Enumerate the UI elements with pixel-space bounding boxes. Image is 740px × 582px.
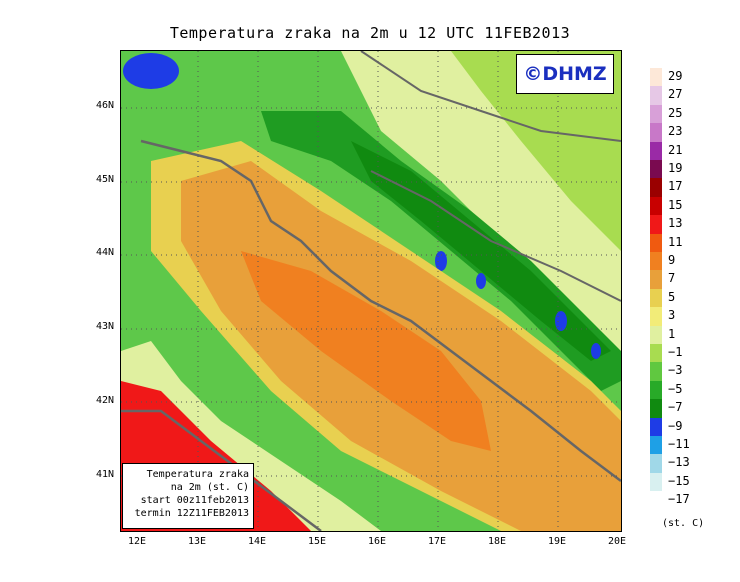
legend-label: −7 [668,400,683,415]
lon-label-19e: 19E [547,536,567,547]
legend-label: −11 [668,437,690,451]
legend-label: −13 [668,455,690,470]
lon-label-17e: 17E [427,536,447,547]
legend-label: −9 [668,418,683,433]
info-line-3: start 00z11feb2013 [140,495,249,506]
legend-label: 5 [668,289,676,304]
legend-swatch [650,104,662,124]
info-line-4: termin 12Z11FEB2013 [134,508,249,519]
legend-swatch [650,178,662,197]
lon-label-14e: 14E [247,536,267,547]
lon-label-15e: 15E [307,536,327,547]
legend-swatch [650,123,662,142]
legend-swatch [650,325,662,344]
legend-label: −17 [668,492,690,507]
legend-swatch [650,141,662,160]
info-box: Temperatura zraka na 2m (st. C) start 00… [122,463,254,529]
lon-label-16e: 16E [367,536,387,547]
lat-label-43n: 43N [95,321,114,332]
lat-label-45n: 45N [95,174,114,185]
legend-swatch [650,344,662,363]
legend-swatch [650,491,662,510]
legend-label: −3 [668,363,683,378]
lon-label-20e: 20E [607,536,627,547]
legend-label: 1 [668,326,676,341]
legend-swatch [650,86,662,105]
legend-swatch [650,160,662,179]
legend-swatch [650,196,662,216]
map-title: Temperatura zraka na 2m u 12 UTC 11FEB20… [169,24,571,42]
legend-label: 13 [668,216,683,231]
temperature-field [121,51,621,531]
legend-swatch [650,454,662,473]
temperature-map [120,50,622,532]
lon-label-18e: 18E [487,536,507,547]
legend-label: 15 [668,197,683,212]
legend-swatch [650,307,662,326]
legend-label: 27 [668,87,683,102]
legend-label: 23 [668,124,683,139]
lat-label-42n: 42N [95,395,114,406]
legend-swatch [650,215,662,234]
legend-swatch [650,436,662,455]
legend-swatch [650,399,662,418]
legend-swatch [650,233,662,252]
legend-swatch [650,472,662,492]
legend-label: 21 [668,142,683,157]
info-line-2: na 2m (st. C) [170,482,249,493]
info-line-1: Temperatura zraka [146,469,249,480]
legend-swatch [650,270,662,289]
legend-swatch [650,362,662,381]
legend-swatch [650,417,662,436]
legend-swatch [650,288,662,308]
lon-label-13e: 13E [187,536,207,547]
legend-label: −15 [668,473,690,488]
lat-label-46n: 46N [95,100,114,111]
dhmz-logo: ©DHMZ [516,54,614,94]
legend-label: 11 [668,234,683,249]
legend-swatch [650,68,662,87]
lat-label-41n: 41N [95,469,114,480]
legend-swatch [650,252,662,271]
lon-label-12e: 12E [127,536,147,547]
legend-swatch [650,380,662,400]
legend-label: 29 [668,69,683,83]
legend-label: −1 [668,345,683,359]
legend-label: 17 [668,179,683,194]
legend-label: 25 [668,105,683,120]
legend-label: 9 [668,253,676,267]
lat-label-44n: 44N [95,247,114,258]
legend-label: 7 [668,271,676,286]
legend-label: 19 [668,161,683,175]
legend-unit: (st. C) [662,518,705,529]
legend-label: 3 [668,308,676,323]
legend-label: −5 [668,381,683,396]
